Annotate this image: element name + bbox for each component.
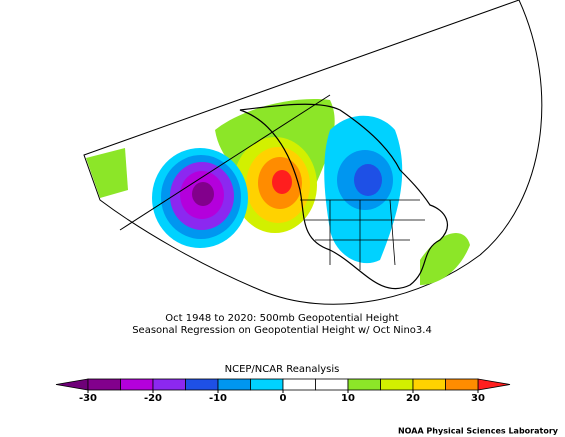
credit: NOAA Physical Sciences Laboratory bbox=[398, 427, 559, 436]
colorbar-box bbox=[282, 378, 316, 391]
shade bbox=[86, 148, 128, 198]
colorbar-tick-label: 0 bbox=[280, 393, 287, 404]
coastline bbox=[239, 103, 448, 290]
colorbar-box bbox=[185, 378, 219, 391]
colorbar-box bbox=[412, 378, 446, 391]
shade bbox=[272, 170, 292, 194]
source-label: NCEP/NCAR Reanalysis bbox=[225, 364, 340, 375]
title-line: Seasonal Regression on Geopotential Heig… bbox=[132, 325, 432, 336]
colorbar-box bbox=[87, 378, 121, 391]
colorbar-box bbox=[315, 378, 349, 391]
colorbar-tick-label: -30 bbox=[79, 393, 97, 404]
borders bbox=[300, 199, 425, 270]
colorbar-tick-label: 30 bbox=[471, 393, 485, 404]
shade bbox=[192, 182, 214, 206]
colorbar-box bbox=[347, 378, 381, 391]
colorbar-box bbox=[250, 378, 284, 391]
map bbox=[83, 0, 543, 305]
meridian bbox=[119, 94, 331, 231]
shade bbox=[354, 164, 382, 196]
colorbar-over bbox=[477, 378, 511, 391]
colorbar-under bbox=[55, 378, 89, 391]
colorbar-box bbox=[445, 378, 479, 391]
colorbar-tick-label: 10 bbox=[341, 393, 355, 404]
colorbar-tick-label: -20 bbox=[144, 393, 162, 404]
colorbar-tick-label: 20 bbox=[406, 393, 420, 404]
title-line: Oct 1948 to 2020: 500mb Geopotential Hei… bbox=[165, 313, 398, 324]
colorbar-box bbox=[217, 378, 251, 391]
colorbar-box bbox=[152, 378, 186, 391]
colorbar-box bbox=[380, 378, 414, 391]
colorbar: -30 -20 -10 0 10 20 30 bbox=[55, 378, 511, 404]
colorbar-tick-label: -10 bbox=[209, 393, 227, 404]
colorbar-box bbox=[120, 378, 154, 391]
